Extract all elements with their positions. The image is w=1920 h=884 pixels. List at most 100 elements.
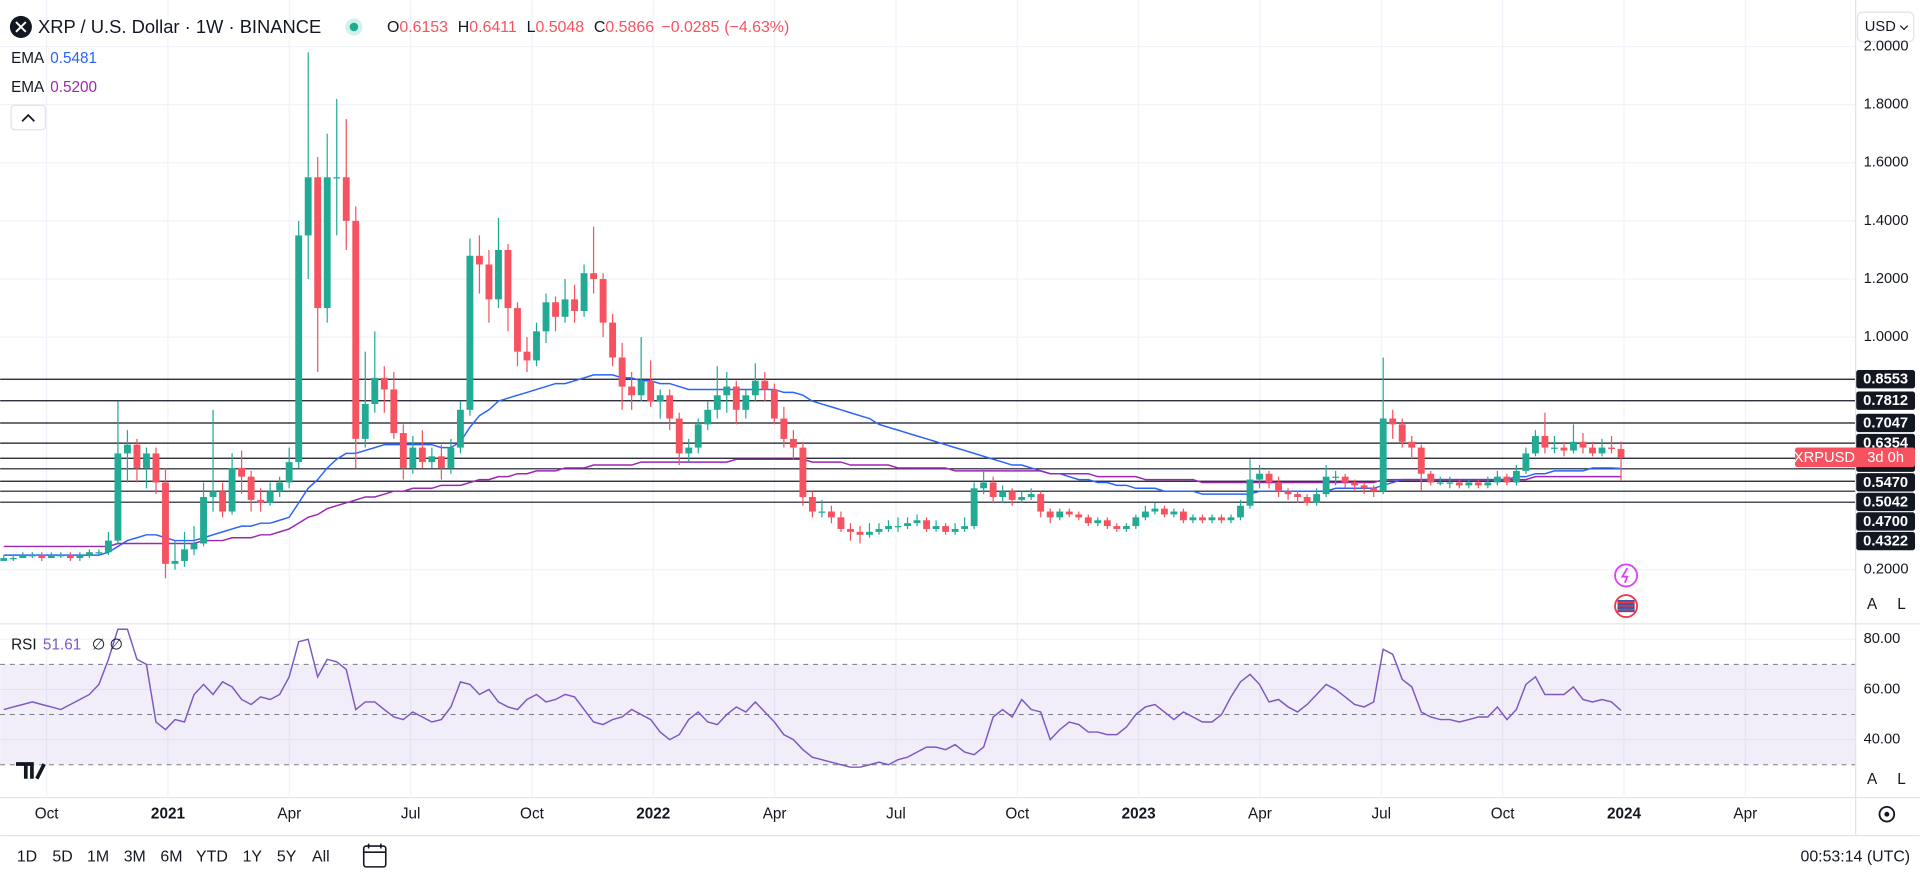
candle-body: [951, 528, 959, 532]
level-label: 0.5470: [1863, 475, 1908, 491]
tv-logo: [16, 762, 46, 780]
range-button[interactable]: All: [312, 848, 330, 865]
candle-body: [713, 395, 721, 410]
level-label: 0.4322: [1863, 534, 1908, 550]
range-button[interactable]: 5D: [52, 848, 72, 865]
candle-body: [323, 177, 331, 309]
candle-body: [437, 456, 445, 468]
candle-body: [418, 447, 426, 463]
settings-icon-core: [1884, 811, 1890, 817]
candle-body: [1427, 473, 1435, 483]
rsi-tick-label: 40.00: [1864, 732, 1901, 748]
settings-icon[interactable]: [1878, 805, 1896, 823]
range-button[interactable]: 1Y: [243, 848, 263, 865]
log-scale-button[interactable]: L: [1897, 771, 1906, 788]
candle-body: [1531, 435, 1539, 454]
change-percent: (−4.63%): [724, 19, 789, 36]
candle-body: [1417, 447, 1425, 474]
x-tick-label: Apr: [1248, 805, 1272, 822]
candle-body: [1218, 517, 1225, 521]
candle-body: [124, 444, 131, 454]
candle-body: [618, 357, 626, 387]
candle-body: [47, 555, 55, 559]
candle-body: [66, 555, 74, 559]
candle-body: [866, 531, 873, 535]
candle-body: [1341, 476, 1349, 483]
candle-body: [371, 377, 379, 404]
candle-body: [780, 418, 788, 439]
rsi-legend-label: RSI: [11, 636, 37, 653]
candle-body: [647, 380, 655, 402]
currency-label: USD: [1865, 19, 1896, 35]
range-toolbar: 1D 5D 1M 3M 6M YTD 1Y 5Y All: [17, 848, 330, 865]
candle-body: [932, 526, 940, 529]
range-button[interactable]: 6M: [160, 848, 182, 865]
y-tick-label: 1.0000: [1864, 329, 1909, 345]
event-icon[interactable]: [1614, 563, 1638, 588]
candle-body: [1151, 508, 1159, 512]
range-button[interactable]: 1D: [17, 848, 37, 865]
auto-scale-button[interactable]: A: [1867, 596, 1878, 613]
candle-body: [495, 249, 502, 300]
x-tick-label: Apr: [763, 805, 787, 822]
candle-body: [1141, 511, 1149, 518]
candle-body: [1237, 505, 1244, 518]
price-tag: [1795, 447, 1916, 468]
candle-body: [466, 255, 474, 410]
level-tag: [1856, 512, 1916, 531]
ohlc-key: C: [594, 19, 606, 36]
candle-body: [133, 444, 141, 468]
level-tag: [1856, 492, 1916, 512]
x-tick-label: Apr: [277, 805, 301, 822]
candle-body: [1370, 488, 1378, 492]
collapse-button[interactable]: [10, 104, 47, 131]
date-range-icon[interactable]: [362, 845, 387, 868]
candle-body: [285, 462, 293, 483]
candle-body: [428, 456, 436, 463]
log-scale-button[interactable]: L: [1897, 596, 1906, 613]
range-button[interactable]: 1M: [87, 848, 109, 865]
candle-body: [1046, 511, 1054, 518]
range-button[interactable]: 5Y: [277, 848, 297, 865]
candle-body: [1560, 447, 1568, 451]
candle-body: [694, 424, 702, 448]
auto-scale-button[interactable]: A: [1867, 771, 1878, 788]
candle-body: [1332, 476, 1340, 478]
level-label: 0.7812: [1863, 393, 1908, 409]
price-pane: [0, 52, 1856, 579]
candle-body: [38, 555, 46, 559]
symbol-icon-mark: [15, 21, 27, 33]
range-button[interactable]: 3M: [124, 848, 146, 865]
candle-body: [1132, 517, 1140, 527]
ohlc-value: 0.6153: [399, 19, 448, 36]
flag-stripes: [1617, 601, 1635, 611]
candle-body: [361, 403, 369, 439]
candle-body: [57, 555, 65, 557]
candle-body: [599, 279, 607, 323]
candle-body: [523, 351, 531, 361]
candle-body: [314, 177, 322, 309]
candle-body: [114, 453, 122, 541]
candle-body: [342, 177, 350, 221]
range-button[interactable]: YTD: [196, 848, 228, 865]
candle-body: [1170, 511, 1178, 515]
candle-body: [85, 552, 93, 556]
candle-body: [789, 438, 797, 448]
candle-body: [219, 491, 226, 512]
currency-caret: [1899, 25, 1909, 31]
candle-body: [1094, 520, 1102, 524]
ohlc-key: L: [527, 19, 536, 36]
ema-legend-value: 0.5481: [50, 50, 97, 67]
rsi-legend-value: 51.61: [43, 636, 81, 653]
candle-body: [856, 531, 864, 535]
candle-body: [1265, 473, 1273, 483]
x-tick-label: Oct: [520, 805, 545, 822]
candle-body: [266, 491, 274, 503]
candle-body: [1579, 441, 1587, 448]
candle-body: [1199, 517, 1206, 521]
currency-button[interactable]: [1856, 11, 1915, 43]
candle-body: [28, 555, 36, 557]
ohlc-key: H: [458, 19, 470, 36]
candle-body: [847, 528, 854, 532]
